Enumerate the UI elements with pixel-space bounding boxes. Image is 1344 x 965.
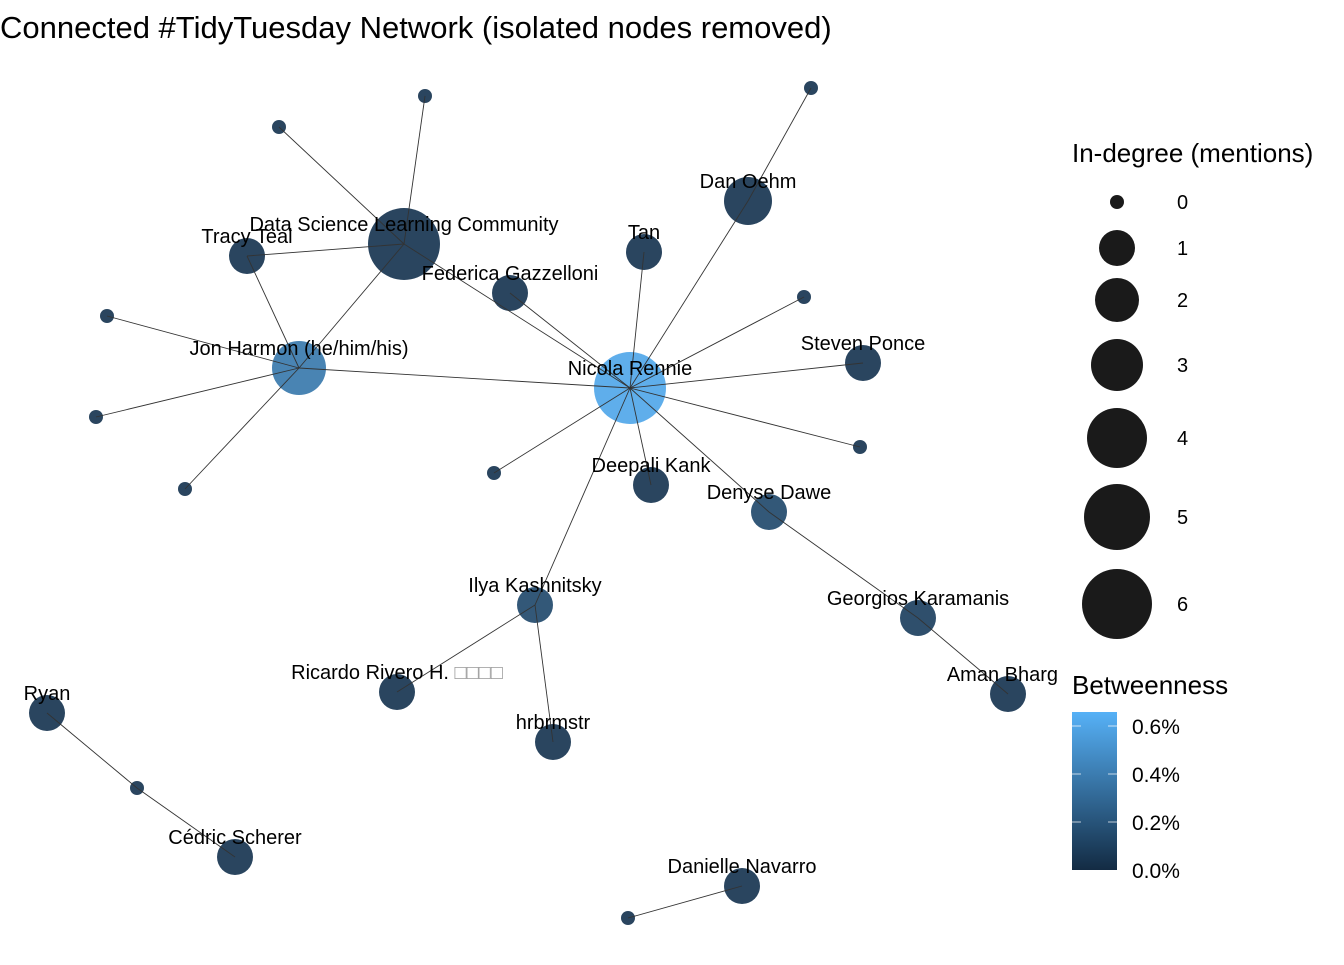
edge xyxy=(95,367,300,418)
edge xyxy=(46,712,138,789)
edge xyxy=(629,387,770,513)
chart-title: Connected #TidyTuesday Network (isolated… xyxy=(0,10,832,45)
edge xyxy=(509,292,631,389)
node-label-text: Aman Bharga xyxy=(947,664,1070,686)
nodes xyxy=(29,81,1026,925)
size-legend: In-degree (mentions) 0 1 2 3 4 5 6 xyxy=(1072,138,1313,639)
size-key-label: 2 xyxy=(1177,290,1188,312)
node-label-text: Data Science Learning Community xyxy=(249,214,558,236)
edge xyxy=(917,617,1009,695)
node-label: Ricardo Rivero H. □□□□ xyxy=(291,662,503,684)
edge xyxy=(629,200,749,389)
size-key-label: 5 xyxy=(1177,507,1188,529)
edge xyxy=(246,243,405,257)
node-label: Steven Ponce xyxy=(801,333,926,355)
edge xyxy=(629,387,861,448)
node-label-text: Deepali Kank xyxy=(592,455,712,477)
edge xyxy=(629,362,864,389)
node-label-text: Ricardo Rivero H. xyxy=(291,662,449,684)
edge xyxy=(534,604,554,743)
node-label-text: hrbrmstr xyxy=(516,712,591,734)
edge xyxy=(278,126,405,245)
node-label: Ilya Kashnitsky xyxy=(468,575,601,597)
edge xyxy=(747,87,812,202)
node-label: Tan xyxy=(628,222,660,244)
edge xyxy=(629,387,652,486)
edge xyxy=(136,787,236,858)
node-label-text: Federica Gazzelloni xyxy=(422,263,599,285)
node-label: Nicola Rennie xyxy=(568,358,693,380)
size-key-label: 4 xyxy=(1177,428,1188,450)
node-label-text: Denyse Dawe xyxy=(707,482,832,504)
node-label: Georgios Karamanis xyxy=(827,588,1009,610)
node-label-text: Georgios Karamanis xyxy=(827,588,1009,610)
node-label: Deepali Kank xyxy=(592,455,712,477)
node-label-text: Nicola Rennie xyxy=(568,358,693,380)
edge xyxy=(534,387,631,606)
node-label-text: Danielle Navarro xyxy=(668,856,817,878)
color-tick-label: 0.2% xyxy=(1132,812,1180,835)
node-label: hrbrmstr xyxy=(516,712,591,734)
node-label: Dan Oehm xyxy=(700,171,797,193)
node-label-text: Dan Oehm xyxy=(700,171,797,193)
node-label-text: Ilya Kashnitsky xyxy=(468,575,601,597)
node-label: Federica Gazzelloni xyxy=(422,263,599,285)
size-key-1 xyxy=(1099,230,1135,266)
edge xyxy=(629,296,805,389)
edge xyxy=(403,95,426,245)
node-label-text: Jon Harmon (he/him/his) xyxy=(190,338,409,360)
color-tick-label: 0.4% xyxy=(1132,764,1180,787)
node-label-text: Tan xyxy=(628,222,660,244)
node-label: Tracy Teal xyxy=(201,226,292,248)
edge xyxy=(629,251,645,389)
size-key-6 xyxy=(1082,569,1152,639)
edge xyxy=(403,243,631,389)
color-bar xyxy=(1072,712,1117,870)
edge xyxy=(298,367,631,389)
edge xyxy=(298,243,405,369)
node-label: Cédric Scherer xyxy=(168,827,302,849)
edge xyxy=(184,367,300,490)
edges-overlay xyxy=(46,87,1009,919)
node-label-text: Ryan xyxy=(24,683,71,705)
node-label-text: Cédric Scherer xyxy=(168,827,302,849)
node-label: Danielle Navarro xyxy=(668,856,817,878)
size-key-5 xyxy=(1084,484,1150,550)
size-key-label: 0 xyxy=(1177,192,1188,214)
size-key-0 xyxy=(1110,195,1124,209)
size-key-2 xyxy=(1095,278,1139,322)
color-legend-title: Betweenness xyxy=(1072,670,1228,700)
size-key-label: 1 xyxy=(1177,238,1188,260)
size-key-label: 6 xyxy=(1177,594,1188,616)
node-label: Jon Harmon (he/him/his) xyxy=(190,338,409,360)
color-legend: Betweenness 0.6% 0.4% 0.2% 0.0% xyxy=(1072,670,1228,883)
missing-glyphs: □□□□ xyxy=(449,662,503,684)
size-key-4 xyxy=(1087,408,1147,468)
edge xyxy=(106,315,300,369)
edge xyxy=(396,604,536,693)
node-labels: Nicola Rennie Data Science Learning Commu… xyxy=(24,171,1070,878)
edge xyxy=(493,387,631,474)
node-label: Denyse Dawe xyxy=(707,482,832,504)
node-label: Aman Bharga xyxy=(947,664,1070,686)
color-tick-label: 0.0% xyxy=(1132,860,1180,883)
node-label-text: Tracy Teal xyxy=(201,226,292,248)
node-label: Ryan xyxy=(24,683,71,705)
node-label-text: Steven Ponce xyxy=(801,333,926,355)
node-label: Data Science Learning Community xyxy=(249,214,558,236)
size-key-label: 3 xyxy=(1177,355,1188,377)
color-tick-label: 0.6% xyxy=(1132,716,1180,739)
edge xyxy=(768,511,919,619)
size-key-3 xyxy=(1091,339,1143,391)
size-legend-title: In-degree (mentions) xyxy=(1072,138,1313,168)
edge xyxy=(627,885,743,919)
edge xyxy=(246,255,300,369)
